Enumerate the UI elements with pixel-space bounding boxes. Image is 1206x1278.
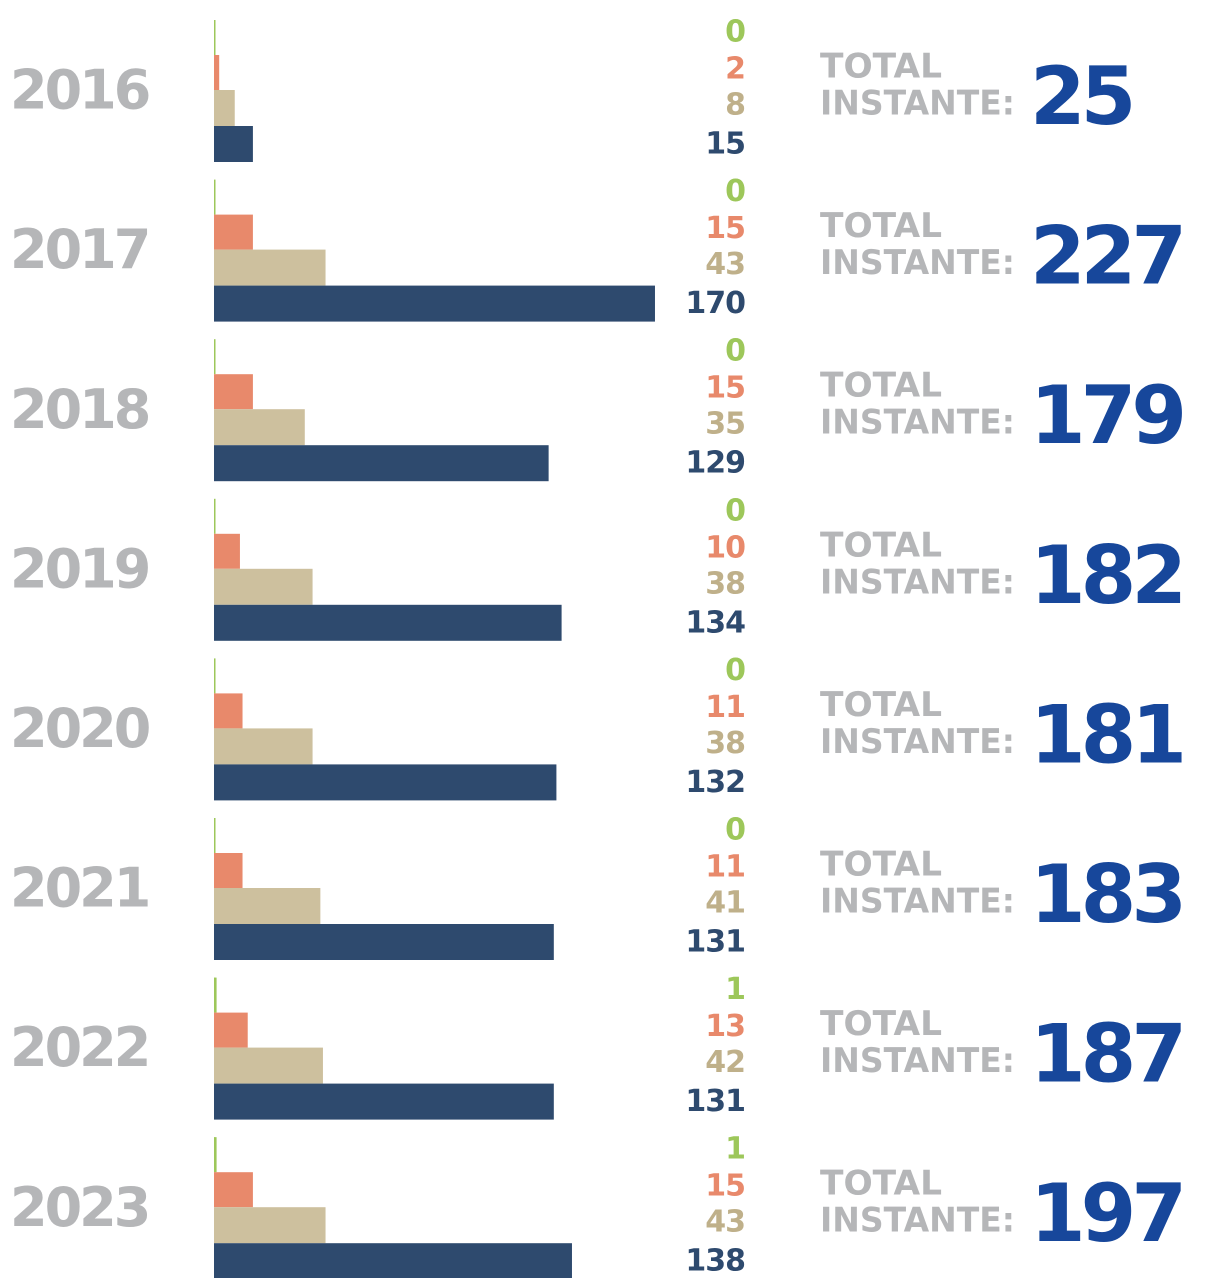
value-label: 10 [705,530,745,565]
total-label: INSTANTE: [820,722,1015,762]
total-value: 227 [1030,210,1182,303]
bar [214,285,655,322]
bar [214,728,313,765]
value-label: 35 [705,407,745,442]
total-label: TOTAL [820,366,942,406]
year-label: 2020 [10,697,149,760]
value-label: 38 [705,726,745,761]
value-label: 131 [685,1084,745,1119]
bar [214,55,220,90]
bar [214,1047,323,1084]
total-value: 183 [1030,848,1182,941]
value-label: 13 [705,1009,745,1044]
year-label: 2021 [10,857,148,920]
total-value: 187 [1030,1008,1182,1101]
total-label: TOTAL [820,47,942,87]
bar [214,764,557,801]
year-label: 2016 [10,59,149,122]
value-label: 15 [705,371,745,406]
total-label: TOTAL [820,206,942,246]
bar [214,409,305,446]
value-label: 132 [685,765,745,800]
total-label: TOTAL [820,845,942,885]
year-label: 2017 [10,218,148,281]
total-label: INSTANTE: [820,84,1015,124]
value-label: 8 [725,88,745,123]
bar [214,445,549,482]
value-label: 15 [705,211,745,246]
year-label: 2019 [10,537,149,600]
total-label: INSTANTE: [820,882,1015,922]
value-label: 11 [705,690,745,725]
bar [214,1012,248,1048]
bar [214,1243,572,1278]
bar [214,1083,554,1120]
value-label: 0 [725,493,745,528]
year-label: 2023 [10,1176,148,1239]
value-label: 134 [685,605,745,640]
value-label: 43 [705,247,745,282]
bar [214,90,235,126]
bar [214,214,253,250]
value-label: 131 [685,925,745,960]
total-label: INSTANTE: [820,243,1015,283]
bar [214,853,243,888]
total-label: TOTAL [820,1004,942,1044]
bar [214,604,562,641]
value-label: 0 [725,653,745,688]
value-label: 1 [725,1132,745,1167]
value-label: 42 [705,1045,745,1080]
total-label: TOTAL [820,685,942,725]
total-label: TOTAL [820,525,942,565]
value-label: 11 [705,850,745,885]
bar [214,1137,217,1173]
total-value: 179 [1030,369,1182,462]
value-label: 129 [685,446,745,481]
value-label: 0 [725,174,745,209]
value-label: 0 [725,813,745,848]
value-label: 15 [705,127,745,162]
bar [214,977,217,1013]
bar [214,693,243,729]
value-label: 2 [725,52,745,87]
value-label: 38 [705,566,745,601]
bar [214,533,240,569]
value-label: 138 [685,1244,745,1278]
value-label: 0 [725,334,745,369]
bar [214,374,253,410]
bar [214,249,326,286]
total-value: 181 [1030,688,1182,781]
bar [214,568,313,605]
bar [214,1172,253,1208]
total-value: 197 [1030,1167,1182,1260]
value-label: 41 [705,886,745,921]
total-label: INSTANTE: [820,1041,1015,1081]
total-label: INSTANTE: [820,1201,1015,1241]
value-label: 0 [725,15,745,50]
total-label: INSTANTE: [820,562,1015,602]
bar [214,924,554,960]
total-value: 182 [1030,529,1182,622]
total-label: INSTANTE: [820,403,1015,443]
total-label: TOTAL [820,1164,942,1204]
value-label: 1 [725,972,745,1007]
bar [214,126,253,162]
value-label: 170 [685,286,745,321]
year-label: 2018 [10,378,149,441]
value-label: 43 [705,1205,745,1240]
bar [214,888,321,924]
value-label: 15 [705,1169,745,1204]
total-value: 25 [1030,50,1132,143]
bar [214,1207,326,1244]
year-label: 2022 [10,1016,148,1079]
